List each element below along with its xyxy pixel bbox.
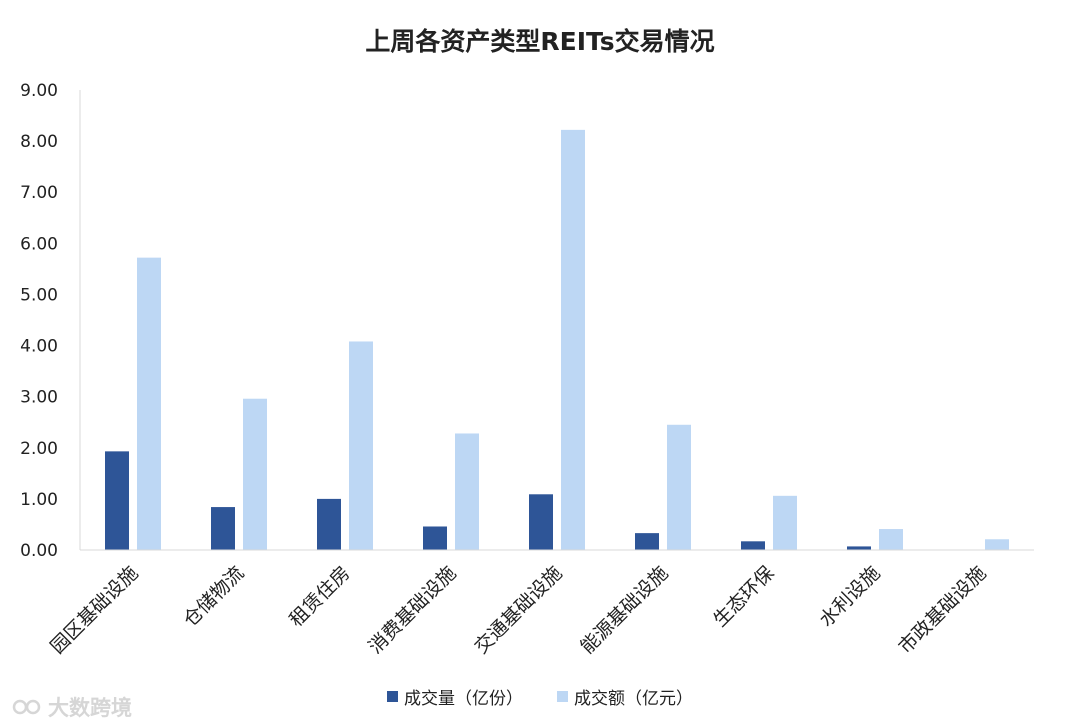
bar-volume [317, 498, 341, 550]
legend-item-volume: 成交量（亿份） [387, 684, 523, 709]
y-tick-label: 8.00 [20, 132, 58, 152]
legend-swatch-amount [557, 691, 568, 702]
y-tick-label: 6.00 [20, 234, 58, 254]
bar-amount [137, 257, 161, 550]
y-tick-label: 1.00 [20, 490, 58, 510]
legend-label-volume: 成交量（亿份） [404, 689, 523, 709]
bar-amount [667, 424, 691, 550]
legend-swatch-volume [387, 691, 398, 702]
y-tick-label: 7.00 [20, 183, 58, 203]
x-category-label: 能源基础设施 [576, 562, 672, 658]
x-category-label: 交通基础设施 [470, 562, 566, 658]
bar-amount [985, 539, 1009, 550]
x-axis: 园区基础设施 仓储物流 租赁住房 消费基础设施 交通基础设施 能源基础设施 生态环保 水利设施… [46, 549, 1034, 658]
y-tick-label: 3.00 [20, 388, 58, 408]
bar-group [105, 129, 1009, 550]
chart-title: 上周各资产类型REITs交易情况 [365, 27, 715, 56]
bar-volume [847, 546, 871, 550]
x-category-label: 租赁住房 [285, 562, 354, 631]
bar-amount [455, 433, 479, 550]
bar-volume [529, 494, 553, 550]
legend-label-amount: 成交额（亿元） [574, 689, 693, 709]
bar-amount [349, 341, 373, 550]
legend-item-amount: 成交额（亿元） [557, 684, 693, 709]
bar-amount [773, 495, 797, 550]
x-category-label: 生态环保 [709, 562, 778, 631]
y-tick-label: 2.00 [20, 439, 58, 459]
x-category-label: 仓储物流 [179, 562, 248, 631]
y-tick-label: 9.00 [20, 81, 58, 101]
y-tick-label: 5.00 [20, 285, 58, 305]
bar-volume [741, 541, 765, 550]
bar-chart: 0.00 1.00 2.00 3.00 4.00 5.00 6.00 7.00 8.00 9.00… [20, 81, 1034, 658]
watermark-text: 大数跨境 [48, 696, 132, 720]
watermark-logo-icon [12, 699, 41, 715]
bar-volume [635, 533, 659, 550]
x-category-label: 消费基础设施 [364, 562, 460, 658]
y-tick-label: 4.00 [20, 337, 58, 357]
x-category-label: 市政基础设施 [894, 562, 990, 658]
y-tick-label: 0.00 [20, 541, 58, 561]
legend: 成交量（亿份） 成交额（亿元） [0, 684, 1080, 709]
y-axis: 0.00 1.00 2.00 3.00 4.00 5.00 6.00 7.00 8.00 9.00 [20, 81, 81, 561]
bar-amount [243, 398, 267, 550]
bar-volume [105, 451, 129, 550]
bar-volume [211, 507, 235, 550]
x-category-label: 水利设施 [815, 562, 884, 631]
bar-amount [561, 129, 585, 550]
bar-amount [879, 529, 903, 550]
watermark: 大数跨境 [12, 692, 132, 722]
x-category-label: 园区基础设施 [46, 562, 142, 658]
bar-volume [423, 526, 447, 550]
